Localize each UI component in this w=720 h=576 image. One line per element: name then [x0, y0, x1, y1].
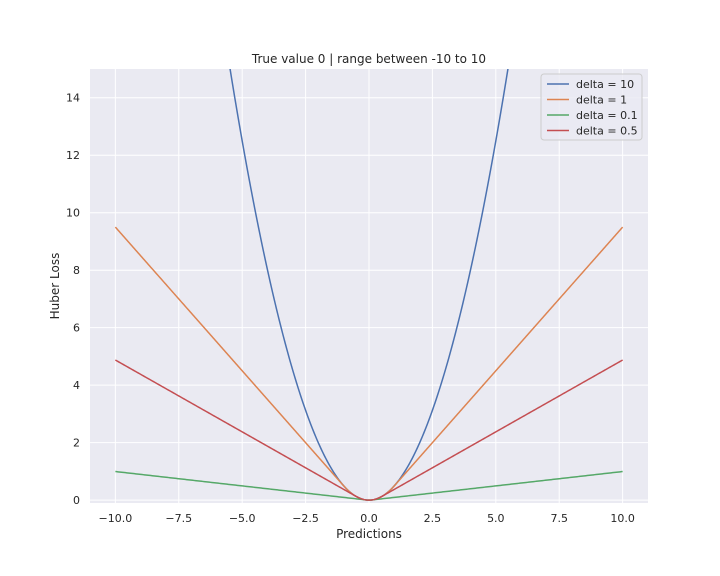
y-tick-label: 2: [73, 437, 80, 450]
x-tick-label: 7.5: [550, 512, 568, 525]
legend-box: [540, 73, 643, 141]
series-lines: [114, 69, 624, 501]
series-line-3: [114, 359, 624, 501]
x-tick-label: 0.0: [360, 512, 378, 525]
y-tick-label: 12: [66, 149, 80, 162]
legend-label: delta = 0.1: [576, 109, 638, 122]
y-tick-label: 10: [66, 207, 80, 220]
x-tick-label: 5.0: [487, 512, 505, 525]
legend-label: delta = 0.5: [576, 125, 638, 138]
x-tick-label: 10.0: [610, 512, 635, 525]
y-tick-labels: 0 2 4 6 8 10 12 14: [66, 92, 80, 507]
x-tick-label: 2.5: [424, 512, 442, 525]
y-tick-label: 6: [73, 322, 80, 335]
y-tick-label: 0: [73, 494, 80, 507]
x-tick-label: −10.0: [99, 512, 133, 525]
x-tick-label: −2.5: [292, 512, 319, 525]
x-tick-label: −7.5: [165, 512, 192, 525]
x-axis-label: Predictions: [336, 527, 402, 541]
legend-label: delta = 1: [576, 94, 627, 107]
legend: delta = 10 delta = 1 delta = 0.1 delta = 0.…: [540, 73, 643, 141]
y-tick-label: 8: [73, 264, 80, 277]
y-axis-label: Huber Loss: [48, 253, 62, 320]
chart-title: True value 0 | range between -10 to 10: [251, 52, 486, 66]
y-tick-label: 4: [73, 379, 80, 392]
x-tick-label: −5.0: [229, 512, 256, 525]
x-tick-labels: −10.0 −7.5 −5.0 −2.5 0.0 2.5 5.0 7.5 10.0: [99, 512, 635, 525]
y-tick-label: 14: [66, 92, 80, 105]
legend-label: delta = 10: [576, 78, 634, 91]
